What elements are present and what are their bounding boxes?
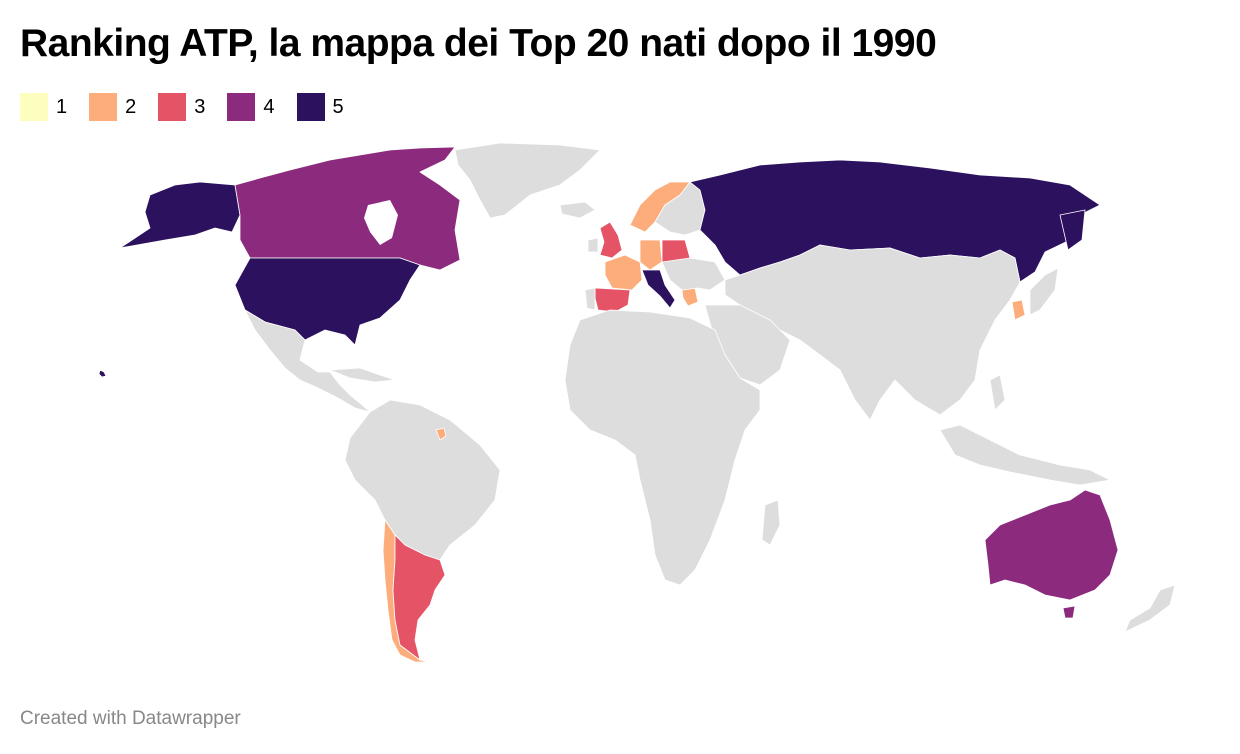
- legend-item-1: 1: [20, 93, 67, 121]
- region-south-korea: [1011, 299, 1026, 321]
- legend-item-4: 4: [227, 93, 275, 121]
- legend-swatch-3: [158, 93, 187, 121]
- region-russia-east: [1059, 209, 1086, 251]
- region-greece: [681, 287, 699, 307]
- region-ireland: [587, 237, 599, 253]
- region-southeast-asia: [939, 424, 1111, 486]
- legend-swatch-2: [89, 93, 118, 121]
- region-asia: [724, 244, 1021, 421]
- region-new-zealand: [1124, 584, 1176, 633]
- region-central-europe: [661, 257, 726, 291]
- region-italy: [641, 269, 676, 309]
- legend-item-5: 5: [296, 93, 344, 121]
- region-iceland: [559, 201, 596, 219]
- region-caribbean: [329, 367, 396, 383]
- region-french-guiana: [435, 427, 447, 441]
- region-argentina: [392, 534, 446, 661]
- footer-credit: Created with Datawrapper: [20, 708, 241, 729]
- legend-swatch-4: [227, 93, 256, 121]
- region-japan: [1029, 267, 1059, 316]
- legend-label-1: 1: [56, 95, 68, 118]
- legend-label-3: 3: [194, 95, 206, 118]
- region-mexico-central-america: [244, 309, 371, 413]
- region-hudson-bay: [364, 200, 398, 245]
- region-germany: [639, 239, 663, 271]
- region-greenland: [454, 142, 601, 219]
- region-hawaii: [98, 369, 107, 378]
- region-australia: [984, 489, 1119, 601]
- region-philippines: [989, 374, 1006, 411]
- legend-label-2: 2: [125, 95, 137, 118]
- region-portugal: [584, 287, 596, 311]
- legend: 1 2 3 4 5: [20, 93, 366, 121]
- legend-label-4: 4: [263, 95, 275, 118]
- world-map: [98, 142, 1176, 663]
- region-spain: [594, 287, 631, 313]
- chart-title: Ranking ATP, la mappa dei Top 20 nati do…: [20, 22, 937, 65]
- legend-item-2: 2: [89, 93, 136, 121]
- region-madagascar: [761, 499, 781, 546]
- region-alaska: [119, 181, 241, 249]
- region-south-america: [344, 399, 501, 561]
- legend-item-3: 3: [158, 93, 205, 121]
- region-united-kingdom: [599, 221, 623, 259]
- region-france: [604, 254, 643, 291]
- legend-label-5: 5: [332, 95, 344, 118]
- region-canada: [234, 146, 461, 271]
- legend-swatch-1: [20, 93, 48, 121]
- legend-swatch-5: [296, 93, 325, 121]
- region-africa: [564, 309, 761, 586]
- region-tasmania: [1062, 605, 1076, 619]
